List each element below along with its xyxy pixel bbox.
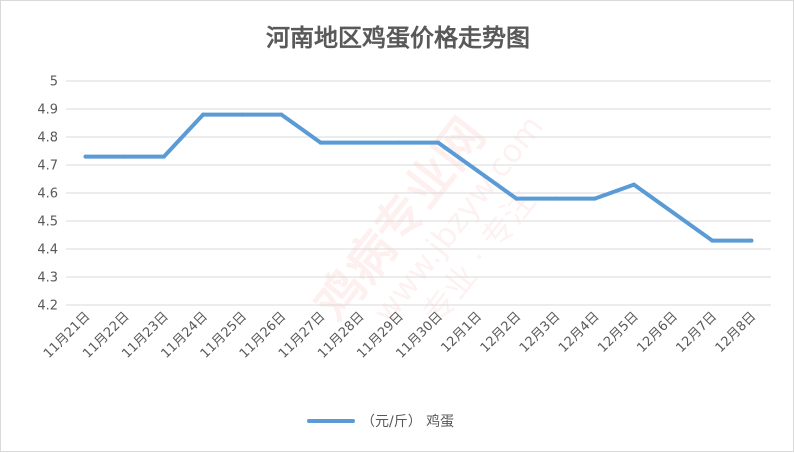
data-point xyxy=(710,238,715,243)
data-point xyxy=(357,140,362,145)
x-tick-label: 12月8日 xyxy=(713,309,760,356)
data-point xyxy=(514,196,519,201)
y-tick-label: 4.7 xyxy=(37,159,58,174)
x-tick-label: 12月6日 xyxy=(634,309,681,356)
series-line xyxy=(83,112,754,243)
x-tick-label: 12月3日 xyxy=(517,309,564,356)
data-point xyxy=(122,154,127,159)
legend-label: （元/斤） 鸡蛋 xyxy=(361,413,454,430)
y-axis-ticks: 4.2 4.3 4.4 4.5 4.6 4.7 4.8 4.9 5 xyxy=(37,75,58,314)
y-tick-label: 4.5 xyxy=(37,215,58,230)
x-tick-label: 12月4日 xyxy=(556,309,603,356)
y-tick-label: 5 xyxy=(50,75,58,90)
data-point xyxy=(240,112,245,117)
grid-layer xyxy=(66,80,771,306)
data-point xyxy=(553,196,558,201)
y-tick-label: 4.3 xyxy=(37,271,58,286)
data-point xyxy=(436,140,441,145)
data-point xyxy=(279,112,284,117)
y-tick-label: 4.2 xyxy=(37,299,58,314)
x-axis-ticks: 11月21日11月22日11月23日11月24日11月25日11月26日11月2… xyxy=(41,309,759,361)
series-layer xyxy=(83,112,754,243)
data-point xyxy=(396,140,401,145)
data-point xyxy=(592,196,597,201)
data-point xyxy=(83,154,88,159)
chart-title: 河南地区鸡蛋价格走势图 xyxy=(266,24,530,52)
y-tick-label: 4.4 xyxy=(37,243,58,258)
legend: （元/斤） 鸡蛋 xyxy=(307,413,454,430)
y-tick-label: 4.9 xyxy=(37,103,58,118)
y-tick-label: 4.6 xyxy=(37,187,58,202)
data-point xyxy=(475,168,480,173)
x-tick-label: 12月5日 xyxy=(595,309,642,356)
x-tick-label: 12月7日 xyxy=(674,309,721,356)
data-point xyxy=(749,238,754,243)
y-tick-label: 4.8 xyxy=(37,131,58,146)
data-point xyxy=(201,112,206,117)
data-point xyxy=(161,154,166,159)
data-point xyxy=(631,182,636,187)
data-point xyxy=(318,140,323,145)
data-point xyxy=(671,210,676,215)
x-tick-label: 12月2日 xyxy=(478,309,525,356)
